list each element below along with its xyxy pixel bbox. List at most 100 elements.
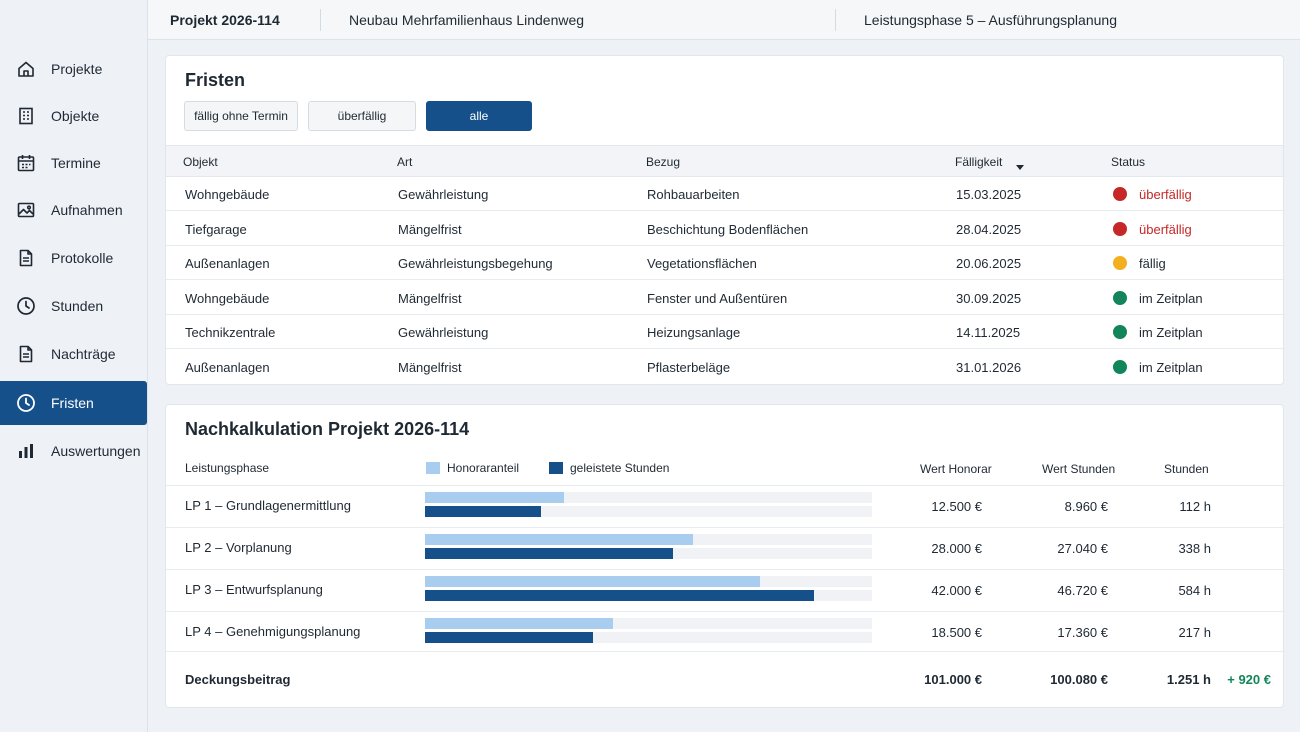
sidebar-item-objekte[interactable]: Objekte	[0, 94, 147, 138]
cell-art: Mängelfrist	[398, 221, 462, 237]
project-phase: Leistungsphase 5 – Ausführungsplanung	[864, 12, 1117, 28]
cell-leistungsphase: LP 1 – Grundlagenermittlung	[185, 498, 351, 513]
table-row[interactable]: Technikzentrale Gewährleistung Heizungsanl…	[166, 315, 1283, 349]
sidebar-item-aufnahmen[interactable]: Aufnahmen	[0, 188, 147, 232]
sidebar-item-label: Objekte	[51, 108, 100, 124]
sidebar-item-projekte[interactable]: Projekte	[0, 47, 147, 91]
cell-stunden: 217 h	[1178, 625, 1211, 640]
cell-bezug: Vegetationsflächen	[647, 256, 757, 271]
building-icon	[16, 106, 36, 126]
cell-objekt: Wohngebäude	[185, 290, 270, 306]
column-header-faelligkeit[interactable]: Fälligkeit	[955, 155, 1003, 169]
cell-wert-stunden: 46.720 €	[1057, 583, 1108, 598]
sidebar-item-label: Fristen	[51, 395, 94, 411]
column-header-wert-honorar: Wert Honorar	[920, 462, 992, 476]
fristen-table-body: Wohngebäude Gewährleistung Rohbauarbeiten 1…	[166, 177, 1283, 385]
divider	[320, 9, 321, 31]
cell-wert-stunden: 8.960 €	[1064, 499, 1108, 514]
column-header-leistungsphase: Leistungsphase	[185, 461, 270, 475]
table-row: LP 1 – Grundlagenermittlung 12.500 € 8.960…	[166, 485, 1283, 527]
legend-label-honorar: Honoraranteil	[447, 461, 520, 475]
cell-leistungsphase: LP 3 – Entwurfsplanung	[185, 582, 323, 597]
sidebar-item-stunden[interactable]: Stunden	[0, 284, 147, 328]
sidebar-item-fristen[interactable]: Fristen	[0, 381, 147, 425]
table-row: LP 3 – Entwurfsplanung 42.000 € 46.720 € 58…	[166, 569, 1283, 611]
sidebar-item-nachtraege[interactable]: Nachträge	[0, 332, 147, 376]
status-dot	[1113, 221, 1127, 236]
cell-objekt: Technikzentrale	[185, 325, 276, 340]
table-row[interactable]: Außenanlagen Gewährleistungsbegehung Veget…	[166, 246, 1283, 280]
sidebar-item-label: Termine	[51, 155, 101, 171]
sidebar-item-label: Aufnahmen	[51, 202, 123, 218]
bar-stunden	[425, 506, 542, 517]
cell-art: Gewährleistung	[398, 187, 489, 202]
cell-art: Mängelfrist	[398, 290, 462, 306]
bar-honorar	[425, 492, 564, 503]
nachkalkulation-table-body: LP 1 – Grundlagenermittlung 12.500 € 8.960…	[166, 485, 1283, 653]
cell-wert-honorar: 42.000 €	[931, 583, 982, 598]
summary-stunden: 1.251 h	[1166, 672, 1211, 687]
image-icon	[16, 200, 36, 220]
cell-status: im Zeitplan	[1139, 359, 1203, 375]
summary-difference: + 920 €	[1227, 672, 1271, 687]
cell-objekt: Wohngebäude	[185, 187, 270, 202]
cell-bezug: Rohbauarbeiten	[647, 187, 740, 202]
document-icon	[16, 344, 36, 364]
bar-stunden-track	[425, 632, 872, 643]
sort-desc-icon[interactable]	[1016, 158, 1024, 176]
sidebar-item-auswertungen[interactable]: Auswertungen	[0, 429, 147, 473]
bar-stunden-track	[425, 590, 872, 601]
cell-stunden: 584 h	[1178, 583, 1211, 598]
summary-row: Deckungsbeitrag 101.000 € 100.080 € 1.25…	[166, 651, 1283, 707]
cell-status: überfällig	[1139, 187, 1192, 202]
table-row[interactable]: Wohngebäude Gewährleistung Rohbauarbeiten 1…	[166, 177, 1283, 211]
cell-status: im Zeitplan	[1139, 290, 1203, 306]
calendar-icon	[16, 153, 36, 173]
sidebar-item-termine[interactable]: Termine	[0, 141, 147, 185]
column-header-art[interactable]: Art	[397, 155, 413, 169]
summary-wert-honorar: 101.000 €	[924, 672, 982, 687]
clock-icon	[16, 393, 36, 413]
table-row: LP 2 – Vorplanung 28.000 € 27.040 € 338 h	[166, 527, 1283, 569]
table-row[interactable]: Wohngebäude Mängelfrist Fenster und Außent…	[166, 281, 1283, 315]
bar-stunden	[425, 590, 814, 601]
status-dot	[1113, 359, 1127, 374]
cell-objekt: Außenanlagen	[185, 256, 270, 271]
project-header: Projekt 2026-114 Neubau Mehrfamilienhaus…	[148, 0, 1300, 40]
cell-bezug: Fenster und Außentüren	[647, 290, 788, 306]
nachkalkulation-panel: Nachkalkulation Projekt 2026-114 Leistun…	[165, 404, 1284, 708]
cell-status: im Zeitplan	[1139, 325, 1203, 340]
table-row[interactable]: Tiefgarage Mängelfrist Beschichtung Bodenf…	[166, 212, 1283, 246]
cell-objekt: Außenanlagen	[185, 359, 270, 375]
cell-bezug: Beschichtung Bodenflächen	[647, 221, 809, 237]
table-row[interactable]: Außenanlagen Mängelfrist Pflasterbeläge 31.…	[166, 350, 1283, 384]
bar-honorar	[425, 618, 613, 629]
bar-honorar	[425, 534, 694, 545]
cell-stunden: 112 h	[1179, 499, 1211, 514]
cell-wert-honorar: 28.000 €	[931, 541, 982, 556]
column-header-objekt[interactable]: Objekt	[183, 155, 218, 169]
cell-leistungsphase: LP 4 – Genehmigungsplanung	[185, 624, 361, 639]
cell-faelligkeit: 20.06.2025	[956, 256, 1022, 271]
sidebar-item-label: Projekte	[51, 61, 103, 77]
bar-stunden	[425, 548, 674, 559]
column-header-status[interactable]: Status	[1111, 155, 1146, 169]
filter-faellig-ohne-termin[interactable]: fällig ohne Termin	[184, 101, 298, 131]
filter-ueberfaellig[interactable]: überfällig	[308, 101, 416, 131]
filter-alle[interactable]: alle	[426, 101, 532, 131]
document-icon	[16, 248, 36, 268]
cell-bezug: Heizungsanlage	[647, 325, 741, 340]
sidebar-item-protokolle[interactable]: Protokolle	[0, 236, 147, 280]
bar-stunden	[425, 632, 593, 643]
sidebar-item-label: Stunden	[51, 298, 104, 314]
legend-label-stunden: geleistete Stunden	[570, 461, 670, 475]
legend-swatch-stunden	[549, 462, 563, 474]
bar-chart-icon	[16, 441, 36, 461]
cell-faelligkeit: 15.03.2025	[956, 187, 1022, 202]
legend-swatch-honorar	[426, 462, 440, 474]
cell-art: Gewährleistungsbegehung	[398, 256, 553, 271]
column-header-wert-stunden: Wert Stunden	[1042, 462, 1116, 476]
sidebar-item-label: Auswertungen	[51, 443, 141, 459]
column-header-bezug[interactable]: Bezug	[646, 155, 681, 169]
fristen-table-header: Objekt Art Bezug Fälligkeit Status	[166, 145, 1283, 177]
